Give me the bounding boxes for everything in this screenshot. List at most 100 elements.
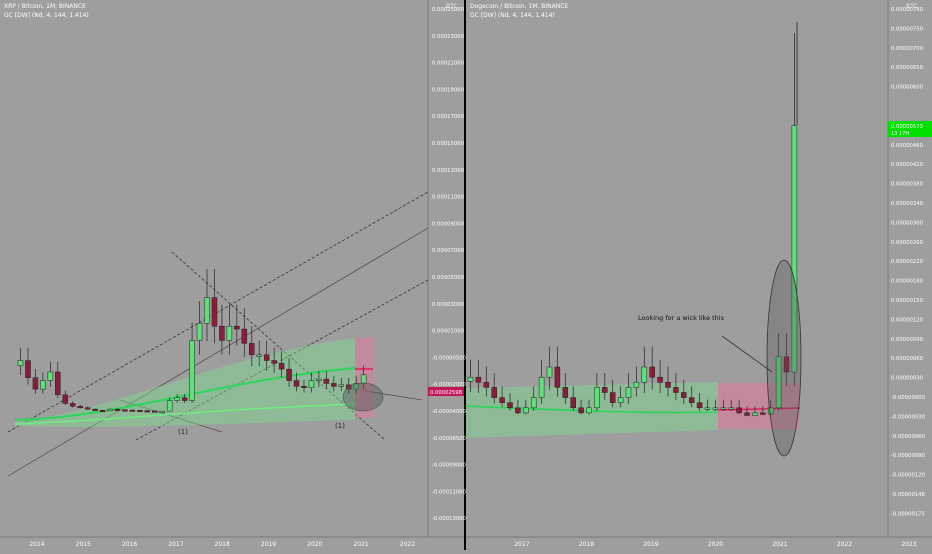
right-y-tick-label: -0.00000148 [891,492,926,498]
right-y-tick-label: 0.00000090 [891,337,924,343]
right-green-band [466,382,718,438]
left-candle-body [360,374,367,384]
right-candle-body [586,407,592,414]
left-candle-body [316,378,322,381]
left-y-tick-label: 0.00013000 [432,168,465,174]
right-y-tick-label: 0.00000060 [891,356,924,362]
right-price-axis: 0.00000780 0.00000750 0.00000700 0.00000650… [888,7,932,517]
right-candle-body [775,356,782,409]
left-candle-body [196,323,203,341]
left-candle-body [47,371,54,381]
left-candle-body [331,383,337,387]
right-y-tick-label: 0.00000380 [891,182,924,188]
left-candle-body [189,340,195,401]
left-x-tick-label: 2017 [168,541,183,548]
right-y-tick-label: 0.00000340 [891,201,924,207]
panel-divider [464,0,466,550]
right-y-tick-label: -0.00000090 [891,453,926,459]
left-y-tick-label: -0.00000500 [432,355,467,361]
left-y-tick-label: 0.00009000 [432,221,465,227]
left-y-tick-label: 0.00003000 [432,302,465,308]
downtrend-line [171,251,281,349]
right-candle-body [752,412,758,416]
left-candle-body [219,325,225,341]
right-candle-body [507,402,513,409]
right-y-tick-label: 0.00000650 [891,65,924,71]
left-y-tick-label: 0.00001000 [432,329,465,335]
left-candle-body [84,407,91,410]
left-gc-midline [14,367,356,421]
left-candle-body [174,397,180,401]
left-candle-body [249,343,255,356]
right-candle-body [688,397,695,403]
left-candle-body [293,380,300,387]
right-y-tick-label: 0.00000180 [891,279,924,285]
left-candle-body [114,408,121,411]
right-candle-body [696,402,703,409]
left-candle-body [137,410,143,413]
right-candle-body [673,387,679,393]
right-time-axis: 2017 2018 2019 2020 2021 2022 2023 [514,541,916,548]
left-candle-body [122,409,128,412]
right-pink-projection [718,383,800,429]
left-candle-body [159,410,165,413]
left-candle-body [107,408,113,412]
right-candle-body [744,412,750,416]
right-candle-body [704,407,711,410]
left-candle-body [323,378,330,384]
left-highlight-ellipse [342,382,384,412]
annotation-overlays: (1) (1) Looking for a wick like this [178,259,802,457]
left-x-tick-label: 2022 [400,541,415,548]
right-candle-body [681,392,687,398]
right-candle-body [665,382,671,388]
right-gc-midline [465,405,719,414]
left-candle-body [62,394,69,404]
left-y-tick-label: -0.00009000 [432,463,467,469]
right-y-tick-label: 0.00000120 [891,317,924,323]
right-x-tick-label: 2023 [901,541,916,548]
left-candle-body [129,409,136,412]
left-annotation-2: (1) [335,422,345,430]
right-candle-body [625,387,632,398]
right-candle-body [491,387,497,398]
right-candle-body [736,407,742,414]
left-y-tick-label: -0.00004000 [432,409,467,415]
right-y-tick-label: 0.00000460 [891,143,924,149]
right-price-badge-text: 0.00000573 [891,124,923,130]
left-x-tick-label: 2021 [353,541,368,548]
right-price-badge [888,121,932,137]
right-candle-body [523,407,529,414]
left-x-tick-label: 2016 [122,541,137,548]
left-price-badge [428,387,464,396]
right-candle-body [483,382,490,388]
left-candle-body [211,297,218,327]
downtrend-line-ext [279,347,386,441]
left-candle-body [234,325,240,330]
left-y-tick-label: -0.00002000 [432,382,467,388]
right-x-tick-label: 2020 [708,541,723,548]
left-candle-body [308,380,315,388]
left-gc-lower [14,403,356,425]
right-candle-body [475,376,482,383]
right-currency-label: BTC [906,3,918,10]
left-candle-body [40,380,46,390]
right-candles [467,22,798,417]
right-candle-body [515,407,521,414]
left-candle-body [338,384,345,387]
left-candle-body [99,410,106,413]
right-candle-body [720,407,727,410]
left-y-tick-label: 0.00005000 [432,275,465,281]
left-candle-body [301,386,307,389]
left-y-tick-label: 0.00015000 [432,141,465,147]
right-candle-body [538,376,545,398]
right-candle-body [649,366,655,378]
right-highlight-ellipse [766,259,802,457]
right-candle-body [783,356,790,373]
left-x-tick-label: 2015 [76,541,91,548]
right-candle-body [767,407,774,415]
right-x-tick-label: 2019 [643,541,658,548]
left-candle-body [353,383,359,390]
right-candle-body [570,397,576,409]
left-y-tick-label: -0.00013000 [432,516,467,522]
